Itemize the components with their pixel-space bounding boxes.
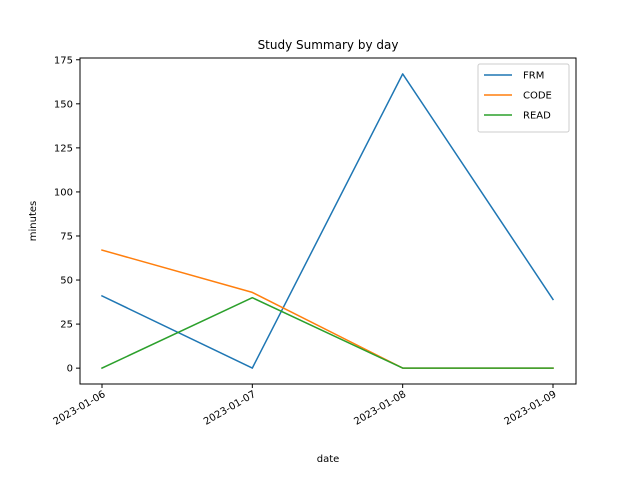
y-tick-label: 150 (54, 99, 73, 110)
plot-frame (79, 57, 577, 385)
legend: FRM CODE READ (477, 63, 570, 133)
series-line-read (101, 296, 554, 370)
series-line-frm (100, 73, 555, 369)
legend-label-read: READ (523, 111, 551, 122)
chart-title: Study Summary by day (258, 38, 399, 52)
y-axis-label: minutes (28, 201, 39, 241)
series-layer (100, 73, 555, 370)
y-tick-label: 50 (60, 276, 73, 287)
y-tick-label: 75 (60, 231, 73, 242)
y-tick-label: 100 (54, 187, 73, 198)
y-tick-label: 0 (67, 364, 73, 375)
x-axis-label: date (317, 454, 340, 465)
y-tick-label: 125 (54, 143, 73, 154)
y-tick-label: 175 (54, 55, 73, 66)
y-tick-label: 25 (60, 320, 73, 331)
y-axis: 0 25 50 75 100 125 150 175 (54, 55, 80, 375)
legend-label-code: CODE (523, 91, 552, 102)
legend-label-frm: FRM (523, 71, 544, 82)
